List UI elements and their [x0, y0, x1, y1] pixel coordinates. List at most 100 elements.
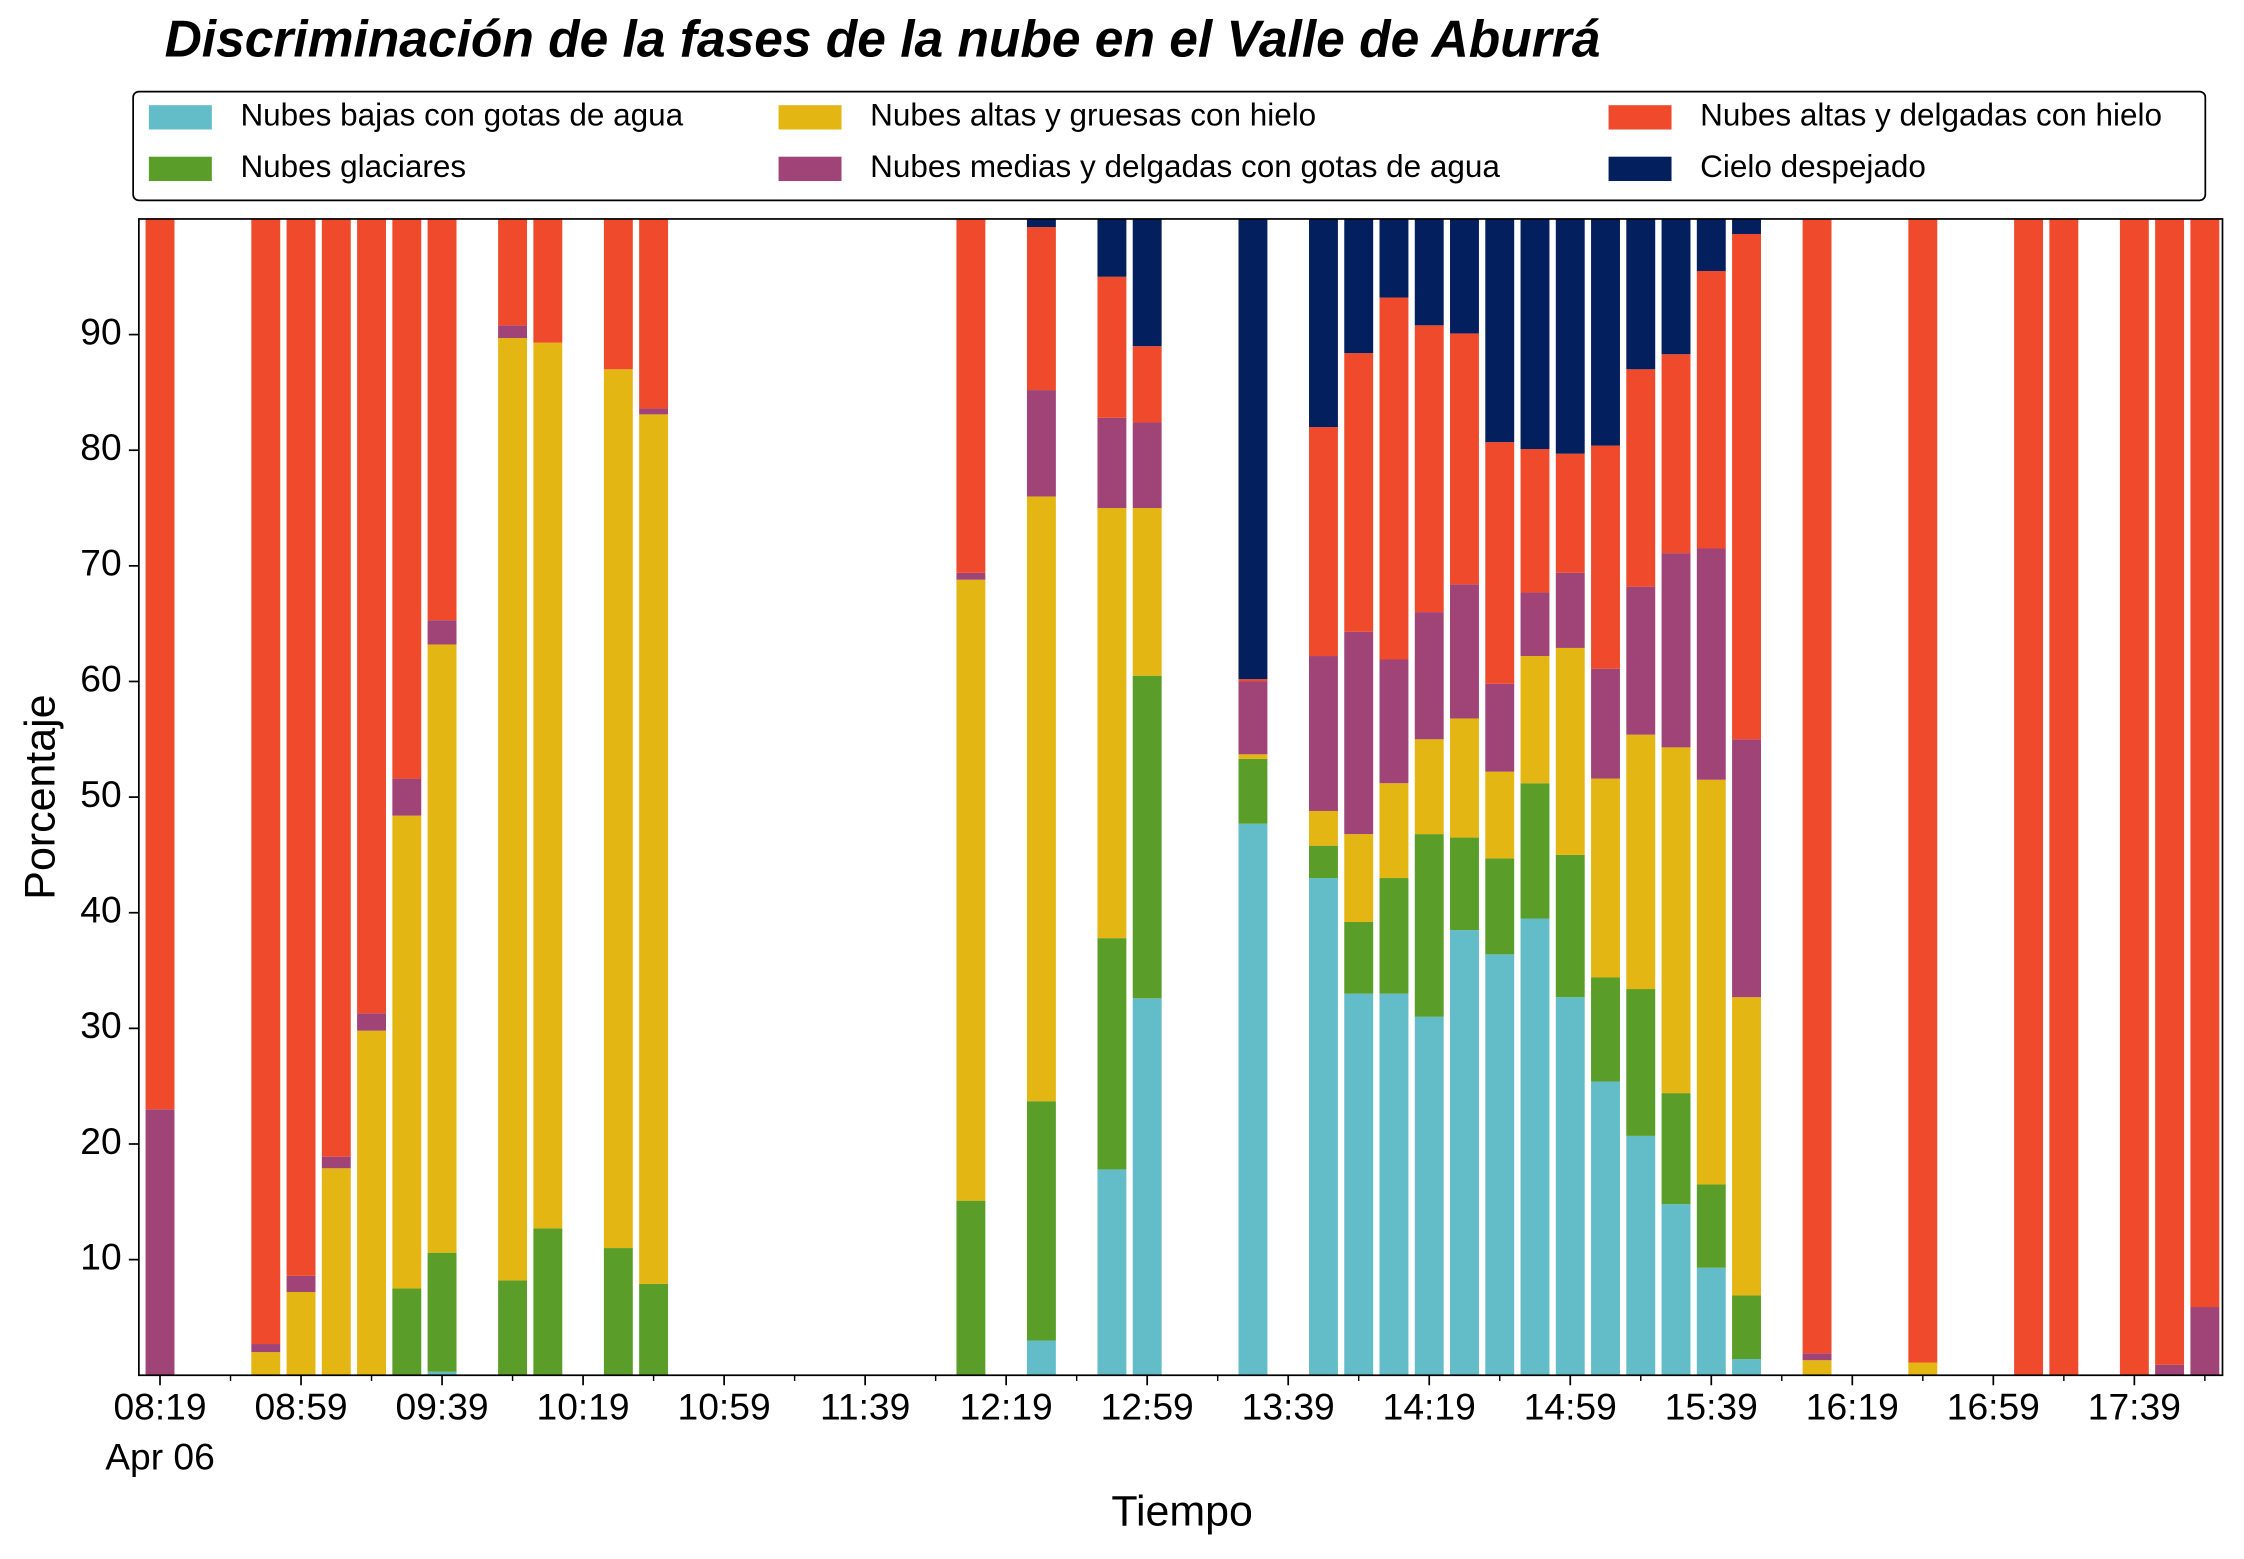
y-tick-label: 80 — [80, 426, 121, 468]
bar-segment — [1732, 233, 1761, 740]
bar-segment — [1238, 681, 1268, 755]
bar-segment — [1591, 218, 1620, 446]
bar-segment — [1555, 453, 1585, 573]
bar-segment — [357, 1013, 387, 1031]
bar-segment — [1626, 586, 1656, 735]
bar-segment — [1132, 422, 1162, 509]
bar-segment — [1696, 1184, 1726, 1268]
bar-segment — [1661, 1093, 1691, 1205]
x-tick-label: 11:39 — [820, 1385, 910, 1427]
bar-segment — [286, 218, 316, 1276]
legend-swatch — [778, 105, 842, 130]
bar-segment — [1485, 771, 1515, 859]
y-tick-label: 60 — [80, 657, 121, 699]
x-tick-label: 08:59 — [255, 1385, 348, 1427]
x-axis-label: Tiempo — [1111, 1487, 1253, 1535]
y-axis-label: Porcentaje — [16, 695, 64, 900]
bar-segment — [1626, 989, 1656, 1136]
bar-segment — [1097, 218, 1127, 277]
x-tick-label: 15:39 — [1665, 1385, 1758, 1427]
bar-segment — [427, 644, 457, 1253]
bar-segment — [1132, 675, 1162, 999]
x-tick-label: 12:19 — [960, 1385, 1053, 1427]
bar-segment — [1379, 993, 1409, 1376]
bar-segment — [1450, 718, 1479, 838]
bar-segment — [427, 218, 457, 621]
bar-segment — [1132, 218, 1162, 347]
bar-segment — [321, 1156, 351, 1169]
bar-segment — [1802, 1360, 1832, 1376]
legend-label: Nubes medias y delgadas con gotas de agu… — [870, 149, 1500, 184]
bar-segment — [1555, 854, 1585, 998]
bar-segment — [1626, 734, 1656, 990]
legend-label: Nubes bajas con gotas de agua — [240, 98, 683, 133]
bar-segment — [603, 369, 633, 1249]
legend-swatch — [148, 105, 212, 130]
bar-segment — [533, 1228, 563, 1376]
x-tick-label: 16:19 — [1806, 1385, 1899, 1427]
bar-segment — [1908, 218, 1938, 1363]
bar-segment — [1097, 508, 1127, 939]
bar-segment — [1485, 442, 1515, 684]
bar-segment — [956, 218, 986, 573]
bar-segment — [1555, 997, 1585, 1376]
bar-segment — [1344, 353, 1374, 632]
bar-segment — [1097, 276, 1127, 418]
bar-segment — [1485, 954, 1515, 1376]
bar-segment — [498, 218, 528, 326]
bar-segment — [2049, 218, 2079, 1376]
bar-segment — [498, 325, 528, 339]
bar-segment — [1661, 354, 1691, 554]
y-tick-label: 20 — [80, 1120, 121, 1162]
bar-segment — [1026, 1340, 1056, 1376]
bar-segment — [1520, 656, 1550, 784]
legend-label: Nubes altas y delgadas con hielo — [1700, 98, 2162, 133]
bar-segment — [392, 778, 422, 816]
bar-segment — [639, 414, 669, 1284]
bar-segment — [251, 1344, 281, 1353]
chart-title: Discriminación de la fases de la nube en… — [165, 10, 1601, 68]
bar-segment — [1414, 218, 1444, 326]
bar-segment — [1450, 837, 1479, 931]
bar-segment — [1379, 878, 1409, 994]
bar-segment — [1026, 227, 1056, 391]
x-tick-label: 14:59 — [1524, 1385, 1617, 1427]
bar-segment — [2155, 218, 2185, 1365]
bar-segment — [1661, 747, 1691, 1094]
bar-segment — [1026, 1101, 1056, 1341]
bar-segment — [1238, 679, 1268, 682]
bar-segment — [357, 1030, 387, 1376]
bar-segment — [2190, 218, 2220, 1308]
bar-segment — [1696, 779, 1726, 1185]
bar-segment — [1591, 977, 1620, 1082]
bar-segment — [1309, 878, 1338, 1376]
legend-label: Nubes altas y gruesas con hielo — [870, 98, 1316, 133]
bar-segment — [392, 815, 422, 1289]
bar-segment — [498, 338, 528, 1281]
bar-segment — [1555, 218, 1585, 454]
bar-segment — [1732, 218, 1761, 234]
legend-box — [132, 90, 2207, 202]
y-tick-label: 50 — [80, 773, 121, 815]
bar-segment — [639, 218, 669, 409]
x-tick-label: 10:19 — [537, 1385, 630, 1427]
x-tick-label: 17:39 — [2088, 1385, 2181, 1427]
bar-segment — [1344, 993, 1374, 1376]
bar-segment — [1309, 656, 1338, 811]
bar-segment — [1309, 845, 1338, 879]
y-tick-label: 90 — [80, 310, 121, 352]
bar-segment — [1626, 1135, 1656, 1376]
bar-segment — [1732, 1359, 1761, 1376]
y-tick-label: 40 — [80, 889, 121, 931]
bar-segment — [1696, 270, 1726, 549]
bar-segment — [1520, 218, 1550, 450]
bar-segment — [1026, 390, 1056, 497]
x-tick-label: 12:59 — [1101, 1385, 1194, 1427]
bar-segment — [1097, 1169, 1127, 1376]
bar-segment — [956, 579, 986, 1201]
bar-segment — [427, 620, 457, 645]
bar-segment — [1661, 218, 1691, 355]
legend-swatch — [778, 156, 842, 182]
bar-segment — [956, 1200, 986, 1376]
